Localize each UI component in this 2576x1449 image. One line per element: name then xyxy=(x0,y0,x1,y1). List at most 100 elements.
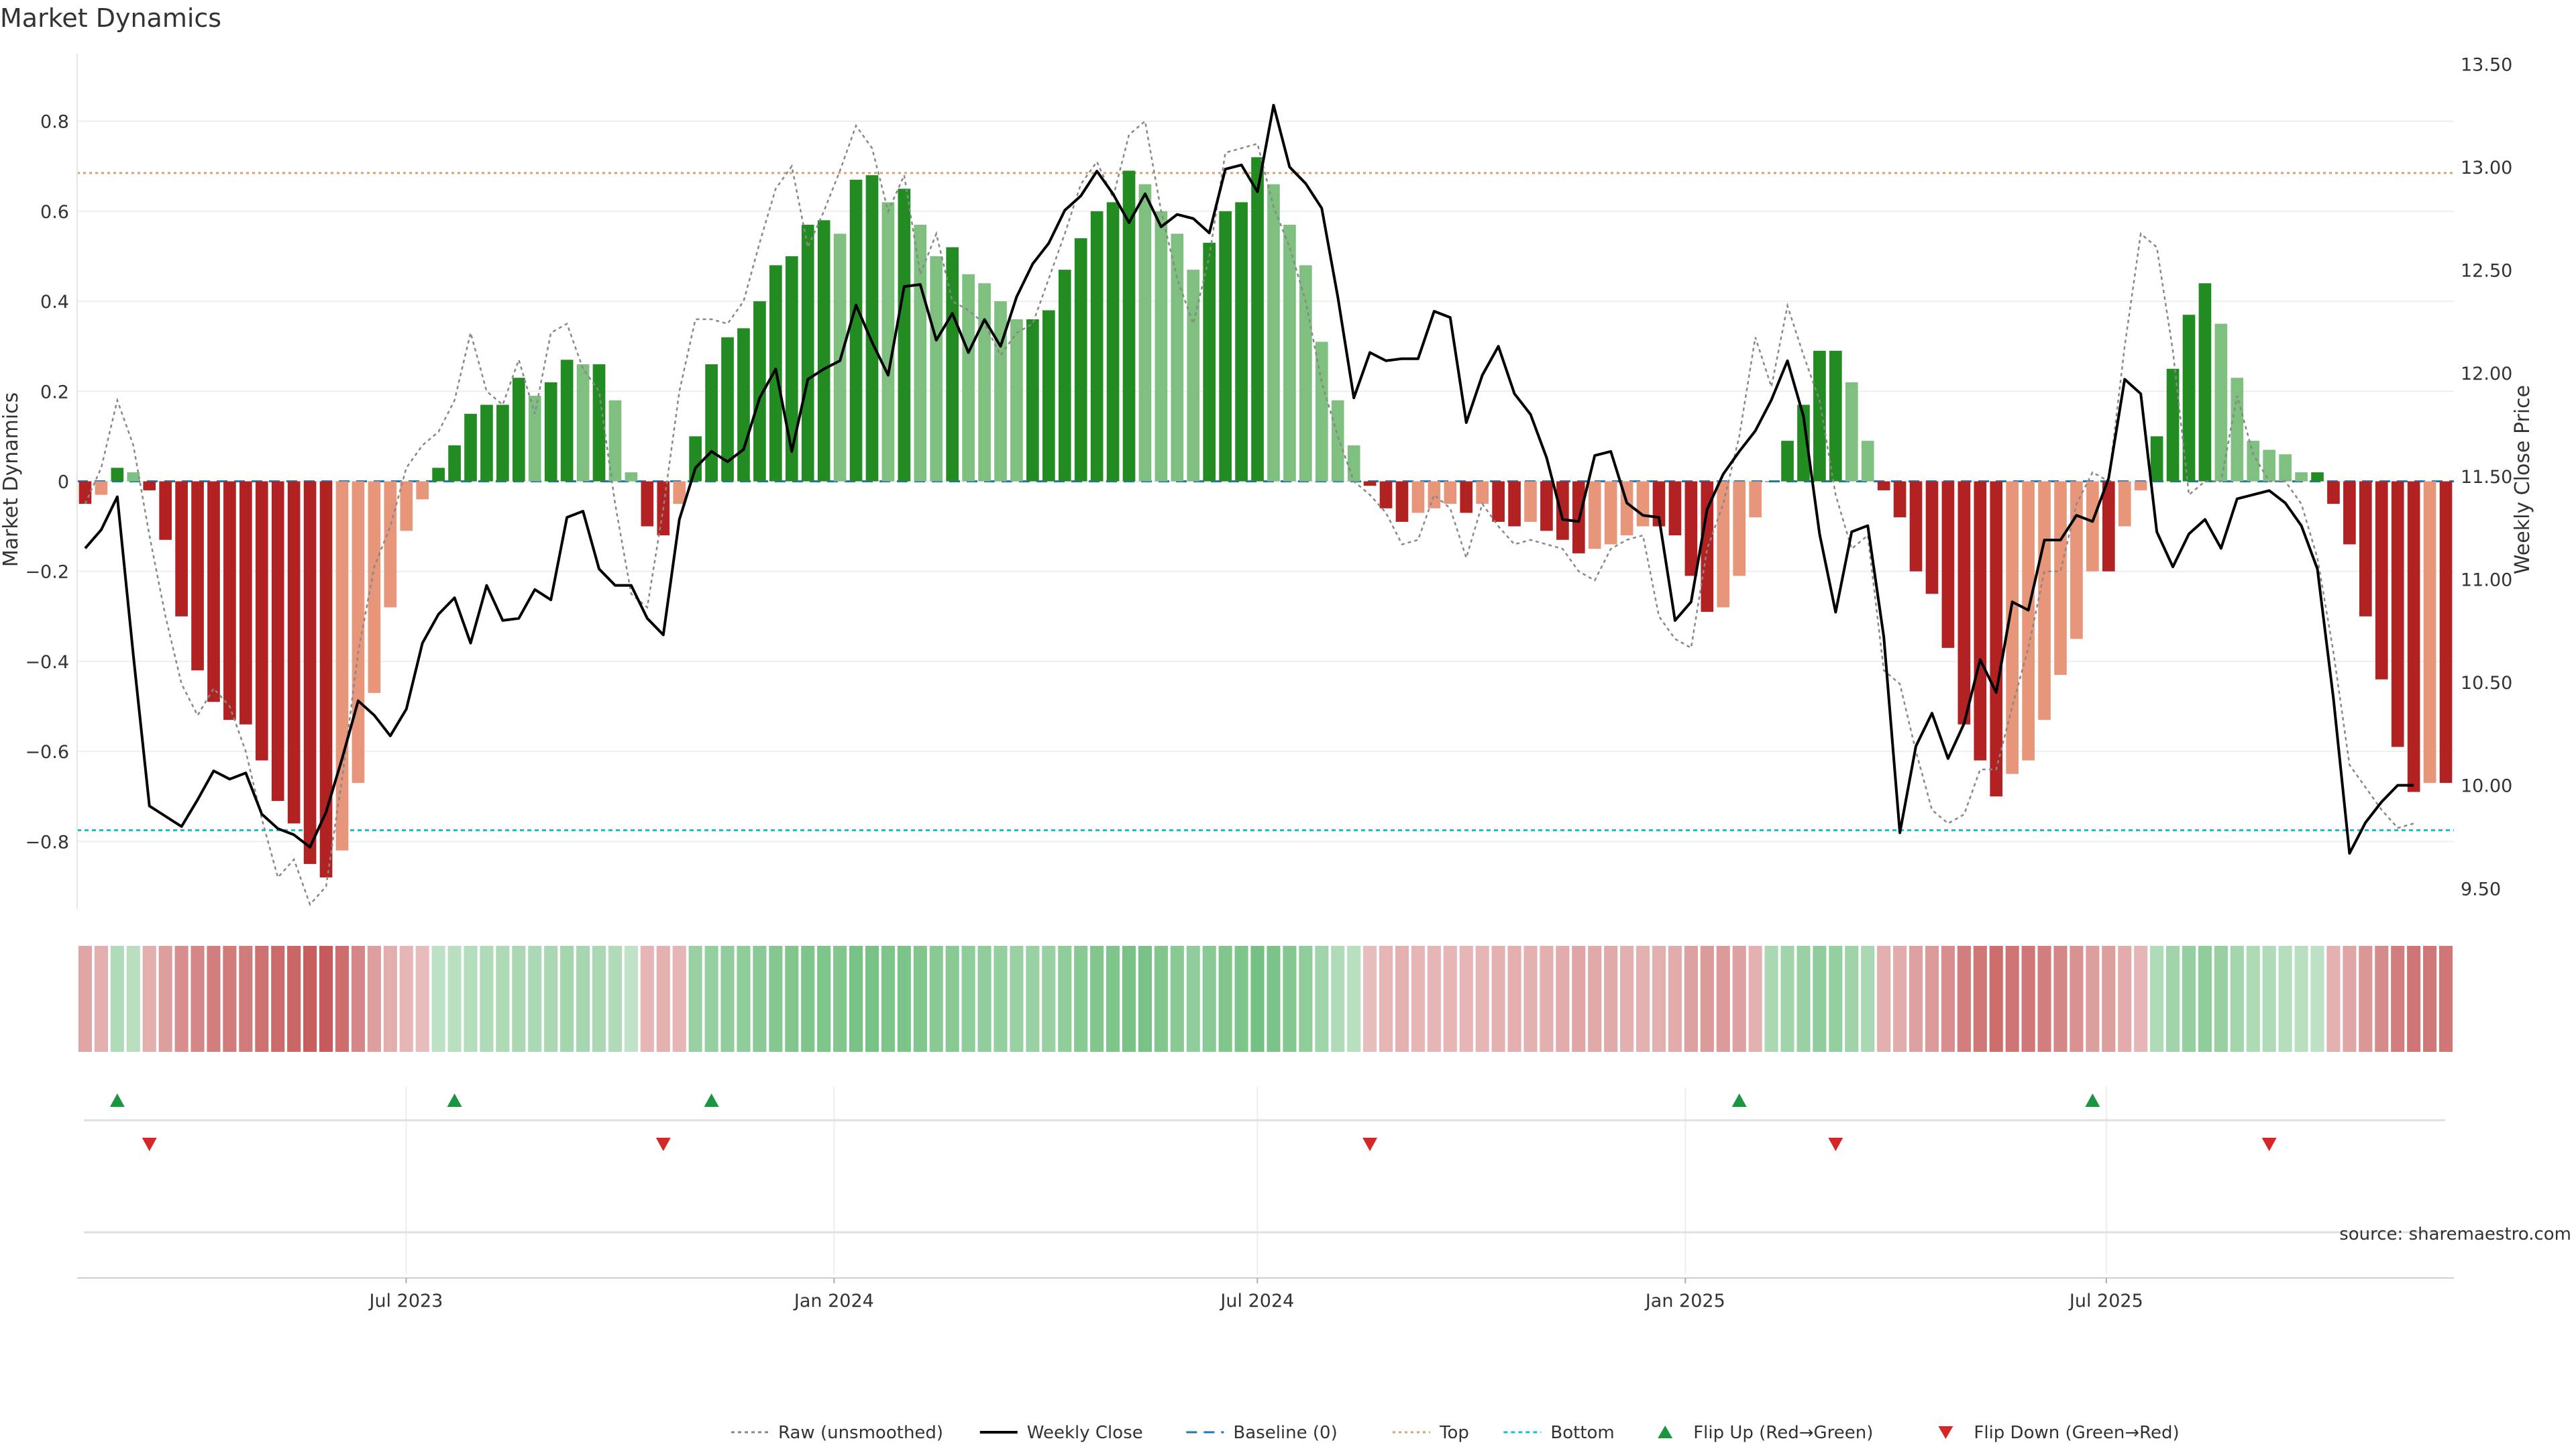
dynamics-bar xyxy=(432,468,445,482)
heat-cell xyxy=(1877,946,1891,1052)
heat-cell xyxy=(608,946,623,1052)
heat-cell xyxy=(399,946,413,1052)
dynamics-bar xyxy=(2295,472,2308,482)
heat-cell xyxy=(753,946,767,1052)
dynamics-bar xyxy=(608,400,622,482)
heat-cell xyxy=(1893,946,1907,1052)
heat-cell xyxy=(223,946,237,1052)
axes: 0.8 0.6 0.4 0.2 0 −0.2 −0.4 −0.6 −0.8 13.50 13.00 1… xyxy=(25,54,2512,909)
dynamics-bar xyxy=(2311,472,2324,482)
dynamics-bar xyxy=(111,468,124,482)
flip-markers-panel xyxy=(84,1087,2445,1275)
dynamics-bar xyxy=(1347,445,1360,482)
heat-cell xyxy=(1315,946,1329,1052)
heat-cell xyxy=(785,946,799,1052)
heat-cell xyxy=(2037,946,2051,1052)
dynamics-bar xyxy=(191,481,204,671)
heat-cell xyxy=(2230,946,2244,1052)
heat-cell xyxy=(207,946,221,1052)
heat-cell xyxy=(576,946,590,1052)
heat-cell xyxy=(431,946,445,1052)
dynamics-bar xyxy=(1909,481,1923,572)
x-tick-label: Jan 2025 xyxy=(1644,1291,1725,1311)
heat-cell xyxy=(1491,946,1505,1052)
dynamics-bar xyxy=(223,481,236,720)
y-axis-label: Market Dynamics xyxy=(0,392,23,568)
heat-cell xyxy=(2391,946,2405,1052)
heat-cell xyxy=(833,946,847,1052)
heat-cell xyxy=(1540,946,1554,1052)
heat-cell xyxy=(2294,946,2308,1052)
heat-cell xyxy=(1748,946,1762,1052)
dynamics-bar xyxy=(721,337,734,482)
x-tick-label: Jul 2024 xyxy=(1219,1291,1294,1311)
heat-cell xyxy=(1395,946,1409,1052)
dynamics-bar xyxy=(641,481,654,527)
heat-cell xyxy=(1507,946,1521,1052)
y-tick-label: −0.4 xyxy=(25,652,69,673)
heat-cell xyxy=(913,946,927,1052)
dynamics-bar xyxy=(1138,184,1152,482)
heat-cell xyxy=(1475,946,1489,1052)
heat-cell xyxy=(1523,946,1538,1052)
heat-cell xyxy=(1700,946,1714,1052)
heat-cell xyxy=(1588,946,1602,1052)
dynamics-bar xyxy=(1974,481,1987,761)
dynamics-bar xyxy=(1331,400,1344,482)
heat-cell xyxy=(1989,946,2003,1052)
dynamics-bar xyxy=(448,445,461,482)
dynamics-bar xyxy=(1106,202,1120,482)
dynamics-bar xyxy=(2198,283,2212,482)
heat-cell xyxy=(1668,946,1682,1052)
heat-cell xyxy=(672,946,686,1052)
heat-cell xyxy=(1732,946,1746,1052)
dynamics-bar xyxy=(1492,481,1505,522)
y2-tick-label: 12.50 xyxy=(2461,261,2512,282)
heat-cell xyxy=(977,946,991,1052)
dynamics-bar xyxy=(1893,481,1907,518)
dynamics-bar xyxy=(2343,481,2356,545)
heat-cell xyxy=(1973,946,1987,1052)
dynamics-bar xyxy=(255,481,268,761)
dynamics-bar xyxy=(496,405,509,482)
dynamics-bar xyxy=(239,481,252,724)
flip-up-marker xyxy=(2085,1093,2100,1107)
dynamics-bar xyxy=(1749,481,1762,518)
heat-cell xyxy=(769,946,783,1052)
dynamics-bar xyxy=(1925,481,1939,594)
dynamics-bar xyxy=(1411,481,1425,513)
heat-cell xyxy=(271,946,285,1052)
dynamics-bar xyxy=(914,225,927,482)
legend-label: Baseline (0) xyxy=(1233,1423,1337,1443)
heat-cell xyxy=(1459,946,1473,1052)
heat-cell xyxy=(656,946,670,1052)
heat-cell xyxy=(2214,946,2228,1052)
heat-cell xyxy=(1010,946,1024,1052)
y-tick-label: 0.8 xyxy=(40,112,69,133)
heat-cell xyxy=(1411,946,1425,1052)
legend-item: Bottom xyxy=(1503,1423,1615,1443)
dynamics-bar xyxy=(1074,238,1087,482)
heat-cell xyxy=(1363,946,1377,1052)
dynamics-bar xyxy=(1379,481,1393,508)
dynamics-bar xyxy=(2134,481,2147,490)
heat-cell xyxy=(2326,946,2341,1052)
dynamics-bar xyxy=(1235,202,1248,482)
heat-cell xyxy=(319,946,333,1052)
heat-cell xyxy=(2262,946,2276,1052)
dynamics-bar xyxy=(2423,481,2436,784)
flip-down-marker xyxy=(655,1138,671,1151)
y2-tick-label: 10.00 xyxy=(2461,776,2512,797)
heat-cell xyxy=(624,946,638,1052)
dynamics-bar xyxy=(881,202,895,482)
dynamics-bar xyxy=(1267,184,1280,482)
dynamics-bar xyxy=(95,481,108,495)
dynamics-bar xyxy=(2247,441,2260,482)
heat-cell xyxy=(2407,946,2421,1052)
y2-tick-label: 13.00 xyxy=(2461,158,2512,178)
heat-cell xyxy=(1202,946,1216,1052)
dynamics-bar xyxy=(1283,225,1296,482)
dynamics-bar xyxy=(1187,270,1200,482)
dynamics-bar xyxy=(1203,242,1216,482)
dynamics-bar xyxy=(576,364,590,482)
